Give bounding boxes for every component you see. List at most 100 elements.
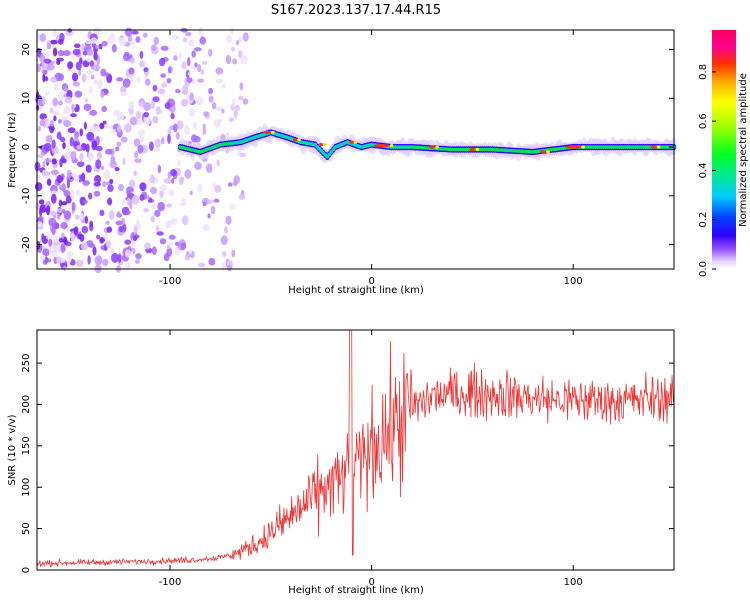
noise-blob bbox=[67, 61, 74, 69]
colorbar-gradient bbox=[712, 30, 736, 269]
noise-blob bbox=[129, 199, 133, 210]
noise-blob bbox=[184, 169, 192, 179]
noise-blob bbox=[92, 246, 97, 256]
noise-blob bbox=[178, 178, 184, 185]
noise-blob bbox=[152, 84, 158, 92]
noise-blob bbox=[170, 218, 178, 226]
ridge-hotspot bbox=[319, 143, 324, 147]
noise-blob bbox=[143, 208, 150, 213]
ridge-hotspot bbox=[469, 147, 476, 152]
noise-blob bbox=[122, 78, 131, 88]
noise-blob bbox=[74, 176, 80, 183]
colorbar-label: Normalized spectral amplitude bbox=[738, 73, 749, 227]
ridge-hotspot-edge bbox=[435, 145, 439, 149]
noise-blob bbox=[147, 178, 152, 184]
noise-blob bbox=[49, 211, 58, 216]
ridge-core bbox=[325, 155, 330, 159]
noise-blob bbox=[173, 55, 178, 61]
noise-blob bbox=[70, 150, 77, 161]
noise-blob bbox=[105, 72, 109, 77]
noise-blob bbox=[121, 198, 125, 206]
noise-blob bbox=[116, 211, 121, 218]
noise-blob bbox=[44, 142, 52, 152]
noise-blob bbox=[88, 192, 93, 200]
noise-blob bbox=[86, 131, 94, 141]
noise-blob bbox=[169, 241, 173, 247]
noise-blob bbox=[184, 125, 190, 135]
noise-blob bbox=[185, 31, 192, 37]
noise-blob bbox=[60, 243, 66, 253]
noise-blob bbox=[57, 49, 65, 57]
noise-blob bbox=[110, 32, 115, 38]
ridge-hotspot bbox=[293, 138, 297, 142]
noise-blob bbox=[49, 120, 55, 127]
noise-blob bbox=[60, 201, 68, 206]
snr-panel: -100 0 100 0 50 100 150 200 250 Height of strai… bbox=[7, 329, 675, 596]
noise-blob bbox=[53, 27, 57, 38]
noise-blob bbox=[208, 257, 216, 266]
noise-blob bbox=[39, 119, 46, 127]
noise-blob bbox=[238, 95, 244, 101]
colorbar-ticks: 0.0 0.2 0.4 0.6 0.8 bbox=[698, 64, 716, 277]
noise-blob bbox=[89, 60, 94, 68]
noise-blob bbox=[202, 127, 206, 135]
noise-blob bbox=[100, 165, 105, 170]
x-tick-label: 100 bbox=[564, 276, 583, 287]
noise-blob bbox=[100, 68, 107, 77]
noise-blob bbox=[115, 146, 120, 152]
noise-blob bbox=[66, 179, 70, 189]
figure-title: S167.2023.137.17.44.R15 bbox=[271, 3, 441, 18]
noise-blob bbox=[58, 73, 64, 81]
noise-blob bbox=[93, 190, 101, 197]
noise-blob bbox=[89, 220, 94, 228]
noise-blob bbox=[41, 233, 45, 241]
y-tick-label: 250 bbox=[21, 354, 32, 373]
noise-blob bbox=[107, 197, 113, 206]
noise-blob bbox=[155, 225, 160, 232]
noise-blob bbox=[76, 161, 85, 168]
noise-blob bbox=[63, 119, 72, 128]
noise-blob bbox=[79, 128, 83, 137]
noise-blob bbox=[70, 113, 77, 118]
noise-blob bbox=[168, 189, 175, 197]
noise-blob bbox=[124, 123, 132, 133]
noise-blob bbox=[80, 212, 84, 221]
noise-blob bbox=[59, 158, 63, 168]
noise-blob bbox=[109, 160, 118, 169]
ridge-hotspot bbox=[565, 145, 582, 149]
noise-blob bbox=[144, 242, 151, 250]
ridge-hotspot bbox=[373, 144, 390, 148]
noise-blob bbox=[150, 215, 156, 223]
noise-blob bbox=[238, 50, 243, 59]
noise-blob bbox=[131, 195, 140, 205]
noise-blob bbox=[163, 177, 172, 184]
noise-blob bbox=[113, 109, 120, 117]
noise-blob bbox=[191, 50, 196, 58]
noise-blob bbox=[50, 76, 57, 83]
noise-blob bbox=[128, 100, 135, 110]
noise-blob bbox=[36, 63, 41, 73]
ridge-hotspot-edge bbox=[271, 130, 275, 134]
x-tick-label: 0 bbox=[368, 276, 374, 287]
noise-blob bbox=[151, 44, 157, 52]
noise-blob bbox=[136, 110, 142, 120]
noise-blob bbox=[58, 119, 62, 124]
noise-blob bbox=[108, 210, 115, 221]
noise-blob bbox=[199, 36, 206, 45]
noise-blob bbox=[91, 42, 97, 48]
ridge-hotspot bbox=[540, 150, 546, 154]
noise-blob bbox=[44, 91, 50, 96]
noise-blob bbox=[208, 48, 213, 57]
noise-blob bbox=[220, 235, 228, 246]
noise-blob bbox=[44, 158, 52, 163]
noise-blob bbox=[191, 134, 198, 143]
noise-blob bbox=[205, 163, 213, 174]
noise-blob bbox=[146, 195, 150, 200]
noise-blob bbox=[188, 39, 195, 47]
noise-blob bbox=[92, 80, 99, 85]
noise-blob bbox=[221, 108, 225, 114]
noise-blob bbox=[89, 109, 98, 116]
noise-blob bbox=[215, 106, 223, 112]
noise-blob bbox=[96, 234, 101, 240]
